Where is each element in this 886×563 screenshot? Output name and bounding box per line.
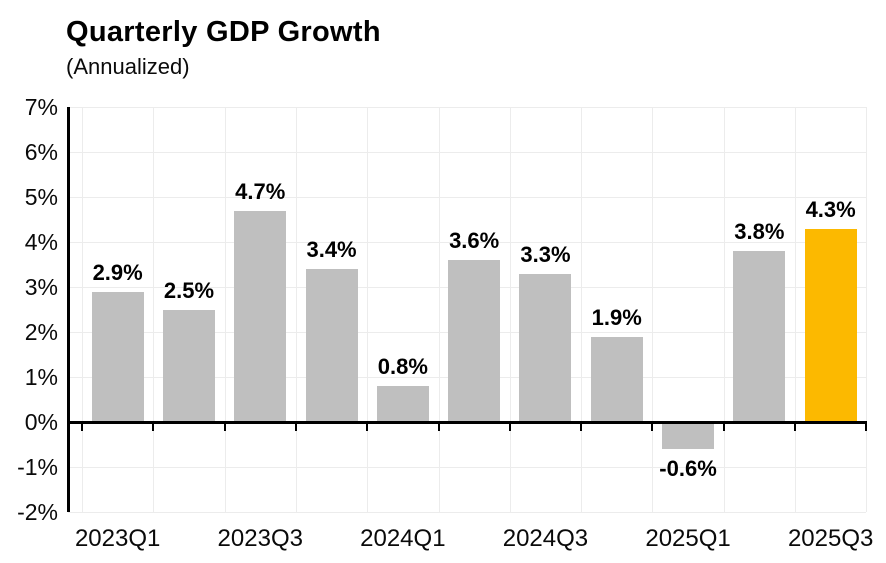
gridline-vertical: [723, 107, 725, 512]
bar-value-label: 3.4%: [306, 237, 357, 262]
bar-2023Q1: [91, 291, 144, 422]
bar-2025Q2: [733, 251, 786, 422]
gridline-vertical: [795, 107, 796, 512]
gridline-horizontal: [68, 512, 867, 513]
bar-value-label: 4.7%: [235, 178, 286, 204]
gridline-vertical: [367, 107, 369, 512]
y-axis-tick-label: 0%: [24, 409, 58, 435]
chart-subtitle: (Annualized): [66, 54, 190, 79]
y-axis-tick-label: -1%: [17, 454, 58, 480]
bar-value-label: 3.8%: [734, 219, 785, 244]
x-axis-tick-label: 2025Q3: [787, 525, 874, 552]
bar-2023Q4: [305, 269, 358, 422]
x-axis-tick: [865, 423, 868, 431]
bar-value-label: 2.5%: [163, 277, 215, 303]
bar-2025Q1: [662, 422, 715, 449]
gridline-vertical: [224, 107, 226, 512]
zero-axis-line: [68, 420, 868, 424]
y-axis-tick-label: 3%: [24, 274, 58, 300]
bar-value-label: 3.6%: [449, 228, 500, 253]
y-axis-tick-label: 2%: [24, 319, 58, 345]
x-axis-tick: [294, 423, 297, 431]
y-axis-line: [66, 107, 70, 512]
bar-2024Q1: [376, 386, 429, 422]
bar-value-label: 3.3%: [520, 241, 571, 267]
x-axis-tick-label: 2023Q1: [74, 525, 161, 552]
gridline-vertical: [153, 107, 155, 512]
bar-2025Q3: [804, 228, 857, 422]
gridline-vertical: [82, 107, 83, 512]
y-axis-tick-label: 1%: [24, 364, 58, 390]
x-axis-tick-label: 2024Q1: [360, 525, 446, 552]
bar-2023Q2: [162, 309, 215, 422]
x-axis-tick: [794, 423, 796, 431]
y-axis-tick-label: -2%: [17, 499, 58, 525]
bar-value-label: 0.8%: [377, 354, 428, 379]
bar-2024Q2: [448, 260, 501, 422]
x-axis-tick: [437, 423, 440, 431]
gridline-vertical: [509, 107, 511, 512]
gridline-vertical: [652, 107, 654, 512]
gridline-vertical: [295, 107, 297, 512]
gridline-horizontal: [68, 152, 867, 153]
x-axis-tick: [508, 423, 511, 431]
gridline-horizontal: [68, 467, 867, 468]
y-axis-tick-label: 4%: [24, 229, 58, 255]
y-axis-tick-label: 6%: [24, 139, 58, 165]
bar-value-label: 2.9%: [92, 259, 143, 285]
x-axis-tick-label: 2023Q3: [217, 525, 303, 552]
bar-2024Q4: [590, 336, 643, 422]
chart-title: Quarterly GDP Growth: [66, 16, 381, 48]
gridline-horizontal: [68, 197, 867, 198]
x-axis-tick: [152, 423, 155, 431]
bar-value-label: 1.9%: [591, 304, 642, 330]
gridline-vertical: [581, 107, 583, 512]
bar-value-label: -0.6%: [659, 456, 717, 481]
y-axis-tick-label: 7%: [24, 94, 58, 120]
x-axis-tick: [722, 423, 725, 431]
x-axis-tick: [81, 423, 83, 431]
x-axis-tick: [366, 423, 369, 431]
gridline-vertical: [438, 107, 440, 512]
x-axis-tick: [223, 423, 226, 431]
x-axis-tick: [580, 423, 583, 431]
bar-2023Q3: [234, 210, 287, 422]
y-axis-tick-label: 5%: [24, 184, 58, 210]
gridline-vertical: [866, 107, 868, 512]
gridline-horizontal: [68, 107, 867, 108]
x-axis-tick-label: 2024Q3: [502, 525, 589, 552]
bar-2024Q3: [519, 273, 572, 422]
x-axis-tick-label: 2025Q1: [645, 525, 731, 552]
bar-value-label: 4.3%: [805, 196, 856, 222]
gridline-horizontal: [68, 242, 867, 243]
x-axis-tick: [651, 423, 654, 431]
